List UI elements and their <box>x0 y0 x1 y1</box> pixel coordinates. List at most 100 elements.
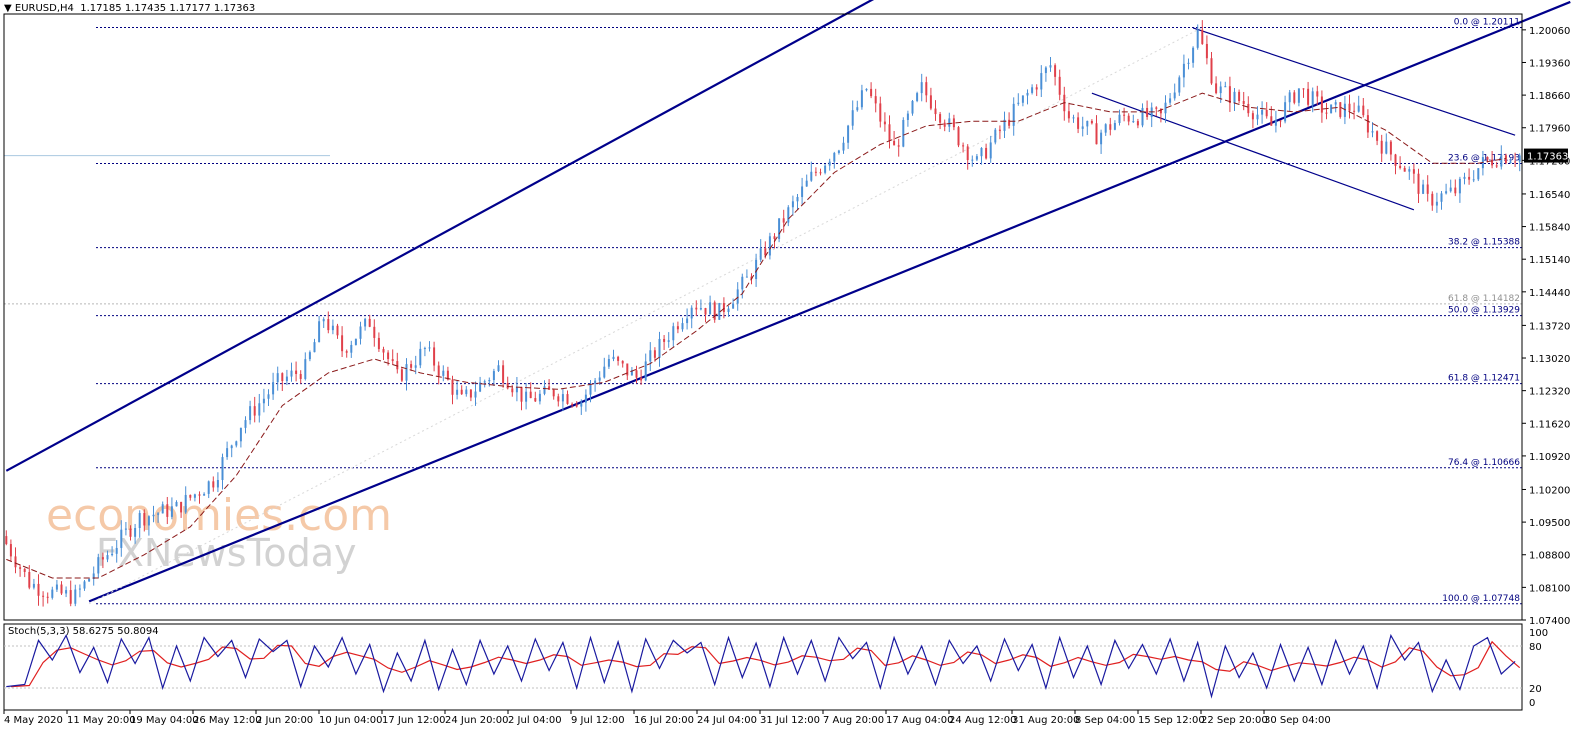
candle-body <box>69 590 72 604</box>
fib-extra-label: 61.8 @ 1.14182 <box>1448 294 1520 304</box>
candle-body <box>1205 43 1208 59</box>
candle-body <box>221 457 224 480</box>
chart-header: ▼ EURUSD,H4 1.17185 1.17435 1.17177 1.17… <box>4 3 255 14</box>
time-tick-label: 19 May 04:00 <box>130 715 199 726</box>
candle-body <box>1247 103 1250 114</box>
candle-body <box>262 398 265 404</box>
candle-body <box>405 364 408 381</box>
candle-body <box>980 147 983 157</box>
rising-channel-upper-line <box>5 0 875 472</box>
candle-body <box>285 376 288 382</box>
candle-body <box>1458 178 1461 194</box>
candle-body <box>152 514 155 517</box>
candle-body <box>994 129 997 143</box>
candle-body <box>469 389 472 398</box>
candle-body <box>879 103 882 122</box>
candle-body <box>1468 176 1471 180</box>
candle-body <box>134 528 137 537</box>
candle-body <box>456 389 459 395</box>
candle-body <box>1284 102 1287 122</box>
candle-body <box>359 326 362 339</box>
time-tick-label: 24 Aug 12:00 <box>949 715 1016 726</box>
candle-body <box>226 448 229 458</box>
candle-body <box>1044 67 1047 74</box>
candle-body <box>88 578 91 582</box>
stochastic-signal-value: 50.8094 <box>117 626 159 637</box>
candle-body <box>65 590 68 594</box>
candle-body <box>893 141 896 146</box>
candle-body <box>709 302 712 315</box>
candle-body <box>906 113 909 120</box>
candle-body <box>1518 155 1521 162</box>
candle-body <box>428 347 431 349</box>
price-tick-label: 1.14440 <box>1529 288 1570 299</box>
candle-body <box>727 308 730 312</box>
candle-body <box>235 441 238 446</box>
fib-level-label: 76.4 @ 1.10666 <box>1448 458 1520 468</box>
candle-body <box>1081 126 1084 129</box>
candle-body <box>732 303 735 309</box>
candle-body <box>1192 47 1195 63</box>
candle-body <box>681 323 684 330</box>
candle-body <box>971 159 974 161</box>
candle-body <box>1504 155 1507 164</box>
candle-body <box>106 555 109 560</box>
candle-body <box>1228 86 1231 103</box>
candle-body <box>28 572 31 588</box>
candle-body <box>617 356 620 361</box>
candle-body <box>690 307 693 319</box>
candle-body <box>870 88 873 97</box>
candle-body <box>272 382 275 395</box>
stochastic-scale-label: 100 <box>1529 628 1548 639</box>
price-tick-label: 1.12320 <box>1529 387 1570 398</box>
candle-body <box>230 445 233 449</box>
candle-body <box>1325 112 1328 114</box>
time-tick-label: 2 Jun 20:00 <box>256 715 313 726</box>
candle-body <box>170 506 173 517</box>
candle-body <box>883 121 886 125</box>
candle-body <box>966 146 969 160</box>
candle-body <box>391 359 394 362</box>
candle-body <box>676 326 679 330</box>
time-tick-label: 11 May 20:00 <box>67 715 136 726</box>
candle-body <box>1394 154 1397 166</box>
fib-level-label: 0.0 @ 1.20111 <box>1454 17 1520 27</box>
candle-body <box>791 201 794 208</box>
candle-body <box>46 596 49 598</box>
candle-body <box>902 119 905 147</box>
price-tick-label: 1.18660 <box>1529 91 1570 102</box>
stochastic-scale-label: 0 <box>1529 698 1535 709</box>
candle-body <box>1132 121 1135 123</box>
candle-body <box>506 383 509 389</box>
candle-body <box>722 303 725 312</box>
candle-body <box>318 321 321 343</box>
price-tick-label: 1.15140 <box>1529 255 1570 266</box>
candle-body <box>621 360 624 364</box>
candle-body <box>138 513 141 529</box>
candle-body <box>1486 157 1489 160</box>
candle-body <box>382 349 385 353</box>
collapse-arrow-icon[interactable]: ▼ <box>4 3 12 14</box>
candle-body <box>419 348 422 366</box>
candle-body <box>143 513 146 526</box>
candle-body <box>1385 141 1388 154</box>
candle-body <box>253 406 256 416</box>
candle-body <box>1113 122 1116 130</box>
current-price-label: 1.17363 <box>1527 152 1568 163</box>
candle-body <box>865 88 868 91</box>
candle-body <box>129 528 132 537</box>
candle-body <box>212 481 215 488</box>
candle-body <box>948 118 951 127</box>
price-axis: 1.200601.193601.186601.179601.172601.165… <box>3 13 1570 711</box>
price-tick-label: 1.10200 <box>1529 485 1570 496</box>
candle-body <box>1348 103 1351 111</box>
candle-body <box>1293 92 1296 103</box>
candle-body <box>497 365 500 372</box>
price-tick-label: 1.15840 <box>1529 223 1570 234</box>
candle-body <box>1261 109 1264 115</box>
candle-body <box>837 150 840 153</box>
price-tick-label: 1.11620 <box>1529 419 1570 430</box>
candle-body <box>111 553 114 556</box>
